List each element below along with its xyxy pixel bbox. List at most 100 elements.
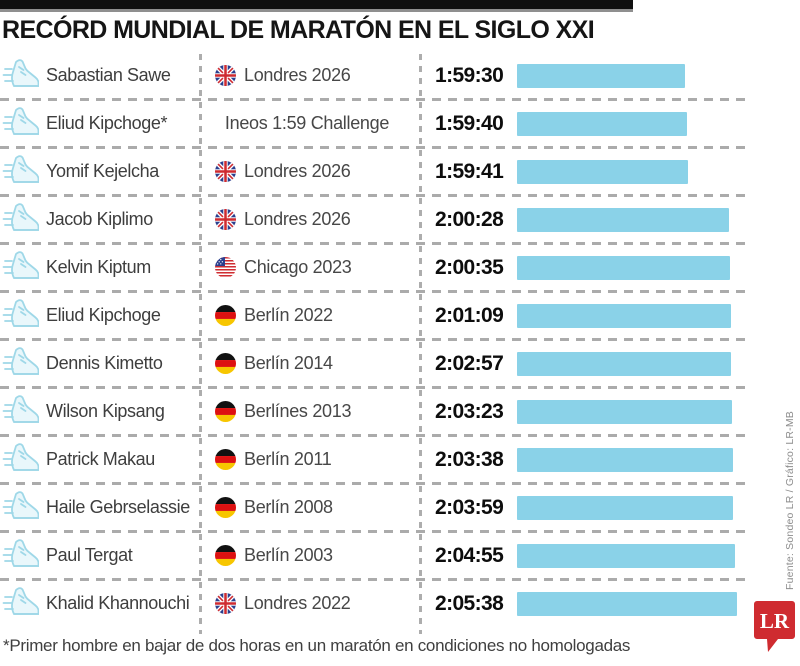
time-bar [517, 255, 730, 280]
record-time: 2:03:23 [435, 399, 504, 423]
athlete-cell: Eliud Kipchoge* [0, 106, 200, 141]
running-shoe-icon [2, 154, 39, 189]
record-time: 2:01:09 [435, 303, 504, 327]
bar-cell [517, 436, 752, 484]
table-row: Jacob Kiplimo Londres 2026 2:00:28 [0, 196, 752, 245]
time-bar [517, 399, 732, 424]
flag-icon [215, 257, 236, 278]
time-bar [517, 111, 687, 136]
lr-logo-icon: LR [754, 601, 795, 652]
bar-cell [517, 292, 752, 340]
time-bar [517, 447, 733, 472]
bar-cell [517, 580, 752, 628]
record-time: 1:59:41 [435, 159, 504, 183]
title-accent-bar [0, 0, 633, 12]
athlete-cell: Eliud Kipchoge [0, 298, 200, 333]
column-divider-1 [199, 53, 202, 634]
svg-text:LR: LR [760, 609, 790, 633]
flag-icon [215, 497, 236, 518]
event-label: Londres 2026 [244, 65, 351, 85]
footnote: *Primer hombre en bajar de dos horas en … [3, 635, 631, 655]
flag-icon [215, 545, 236, 566]
bar-cell [517, 388, 752, 436]
event-label: Londres 2022 [244, 593, 351, 613]
athlete-name: Jacob Kiplimo [46, 209, 153, 229]
record-time: 1:59:40 [435, 111, 504, 135]
event-cell: Ineos 1:59 Challenge [200, 113, 420, 134]
time-bar [517, 303, 731, 328]
record-time: 2:03:38 [435, 447, 504, 471]
event-cell: Chicago 2023 [200, 257, 420, 278]
bar-cell [517, 244, 752, 292]
athlete-name: Paul Tergat [46, 545, 133, 565]
event-label: Berlín 2008 [244, 497, 333, 517]
event-label: Chicago 2023 [244, 257, 352, 277]
athlete-cell: Kelvin Kiptum [0, 250, 200, 285]
event-cell: Londres 2022 [200, 593, 420, 614]
table-row: Yomif Kejelcha Londres 2026 1:59:41 [0, 148, 752, 197]
flag-icon [215, 161, 236, 182]
athlete-name: Dennis Kimetto [46, 353, 163, 373]
athlete-name: Haile Gebrselassie [46, 497, 190, 517]
athlete-cell: Haile Gebrselassie [0, 490, 200, 525]
flag-icon [215, 593, 236, 614]
table-row: Patrick Makau Berlín 2011 2:03:38 [0, 436, 752, 485]
record-time: 1:59:30 [435, 63, 504, 87]
time-bar [517, 63, 685, 88]
athlete-cell: Jacob Kiplimo [0, 202, 200, 237]
running-shoe-icon [2, 106, 39, 141]
record-time: 2:00:35 [435, 255, 504, 279]
athlete-name: Eliud Kipchoge* [46, 113, 168, 133]
time-bar [517, 351, 731, 376]
running-shoe-icon [2, 298, 39, 333]
athlete-name: Patrick Makau [46, 449, 155, 469]
event-label: Berlín 2022 [244, 305, 333, 325]
athlete-cell: Patrick Makau [0, 442, 200, 477]
athlete-name: Sabastian Sawe [46, 65, 171, 85]
time-bar [517, 159, 688, 184]
athlete-name: Wilson Kipsang [46, 401, 165, 421]
time-bar [517, 543, 735, 568]
event-label: Berlín 2011 [244, 449, 332, 469]
bar-cell [517, 148, 752, 196]
record-time: 2:02:57 [435, 351, 504, 375]
athlete-name: Eliud Kipchoge [46, 305, 161, 325]
flag-icon [215, 449, 236, 470]
event-label: Berlín 2014 [244, 353, 333, 373]
event-cell: Berlín 2003 [200, 545, 420, 566]
event-label: Berlínes 2013 [244, 401, 352, 421]
bar-cell [517, 532, 752, 580]
running-shoe-icon [2, 538, 39, 573]
flag-icon [215, 209, 236, 230]
event-cell: Berlín 2008 [200, 497, 420, 518]
running-shoe-icon [2, 250, 39, 285]
bar-cell [517, 52, 752, 100]
source-credit: Fuente: Sondeo LR / Gráfico: LR-MB [784, 411, 796, 590]
table-row: Eliud Kipchoge Berlín 2022 2:01:09 [0, 292, 752, 341]
event-cell: Berlín 2011 [200, 449, 420, 470]
athlete-cell: Khalid Khannouchi [0, 586, 200, 621]
time-bar [517, 207, 729, 232]
time-bar [517, 591, 737, 616]
event-cell: Londres 2026 [200, 161, 420, 182]
flag-icon [215, 65, 236, 86]
bar-cell [517, 484, 752, 532]
running-shoe-icon [2, 394, 39, 429]
event-label: Londres 2026 [244, 209, 351, 229]
event-label: Berlín 2003 [244, 545, 333, 565]
table-row: Sabastian Sawe Londres 2026 1:59:30 [0, 52, 752, 101]
event-cell: Berlínes 2013 [200, 401, 420, 422]
column-divider-2 [419, 53, 422, 634]
table-row: Haile Gebrselassie Berlín 2008 2:03:59 [0, 484, 752, 533]
athlete-name: Kelvin Kiptum [46, 257, 151, 277]
record-time: 2:05:38 [435, 591, 504, 615]
table-row: Eliud Kipchoge* Ineos 1:59 Challenge 1:5… [0, 100, 752, 149]
running-shoe-icon [2, 586, 39, 621]
record-time: 2:04:55 [435, 543, 504, 567]
athlete-cell: Sabastian Sawe [0, 58, 200, 93]
table-row: Paul Tergat Berlín 2003 2:04:55 [0, 532, 752, 581]
table-row: Wilson Kipsang Berlínes 2013 2:03:23 [0, 388, 752, 437]
bar-cell [517, 340, 752, 388]
record-time: 2:03:59 [435, 495, 504, 519]
